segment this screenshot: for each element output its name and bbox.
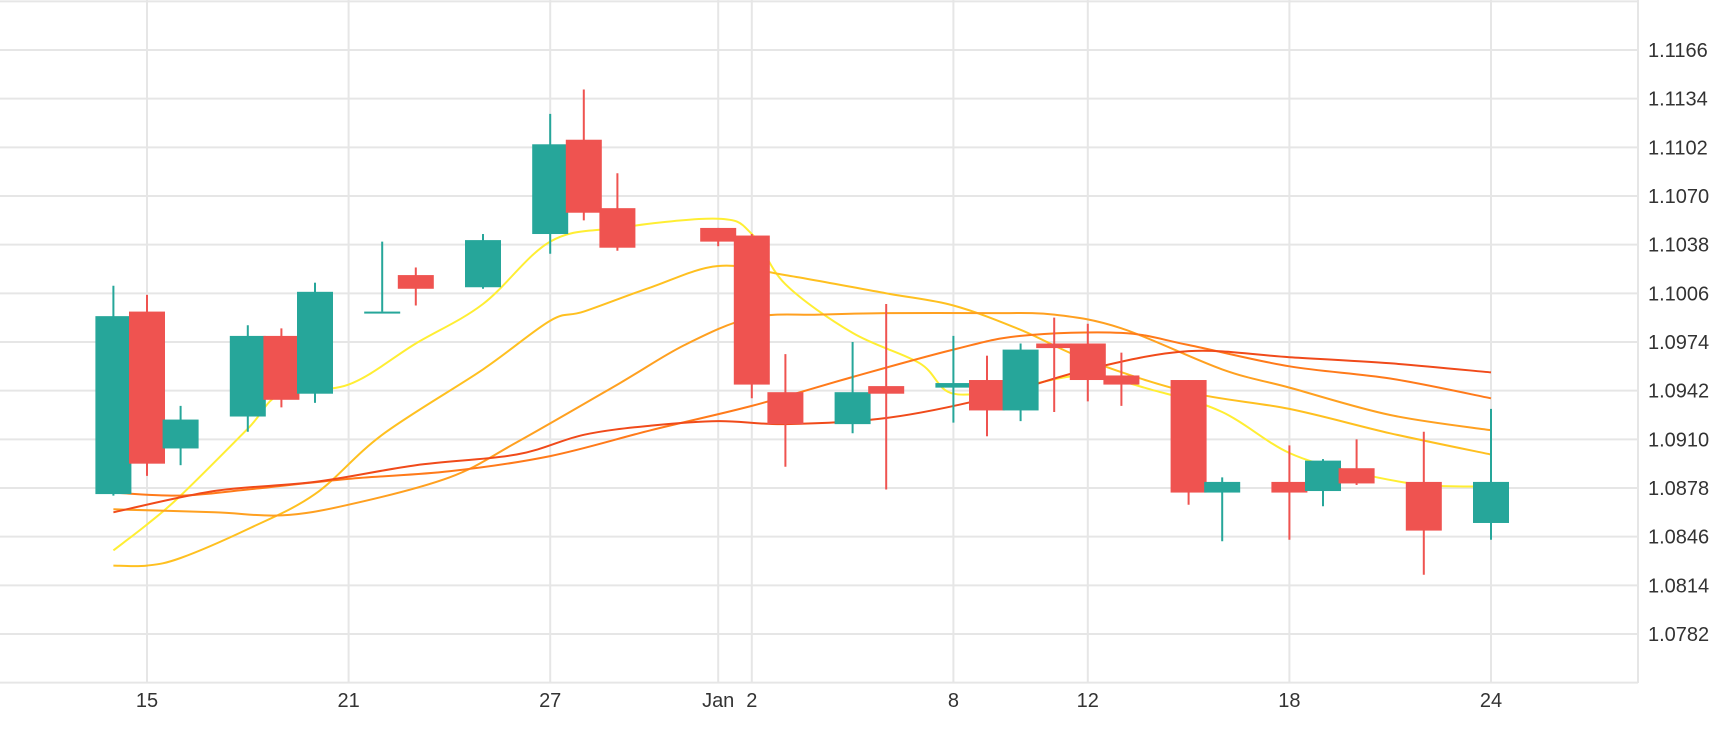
grid — [0, 0, 1639, 684]
candle — [868, 303, 905, 490]
y-tick-label: 1.0878 — [1648, 478, 1709, 500]
candle-body — [834, 392, 871, 425]
y-tick-label: 1.0814 — [1648, 575, 1709, 597]
moving-average-line-3 — [113, 311, 1492, 517]
candle — [599, 173, 636, 251]
x-tick-label: 2 — [746, 690, 757, 712]
candle — [162, 405, 199, 466]
candle-body — [1338, 468, 1375, 484]
candle-body — [95, 316, 132, 495]
candle — [733, 234, 770, 399]
candle — [1002, 343, 1039, 422]
candle-body — [565, 139, 602, 213]
candle-body — [1204, 481, 1241, 493]
candle — [129, 294, 165, 476]
y-tick-label: 1.1006 — [1648, 283, 1709, 305]
candle — [1103, 352, 1140, 406]
candle — [95, 285, 132, 496]
candle-body — [767, 392, 804, 425]
x-tick-label: 8 — [948, 690, 959, 712]
x-tick-label: 15 — [136, 690, 158, 712]
candle-body — [733, 235, 770, 385]
y-tick-label: 1.1166 — [1648, 40, 1708, 62]
candle-body — [532, 144, 569, 235]
candle — [465, 234, 501, 289]
candle-body — [868, 386, 905, 394]
candle-body — [1305, 460, 1341, 492]
candle — [397, 267, 434, 306]
candle — [1069, 323, 1106, 402]
candle-body — [364, 311, 401, 314]
candle — [364, 241, 401, 314]
candle-body — [297, 291, 333, 394]
candle — [834, 342, 871, 434]
candle — [1036, 317, 1073, 412]
y-tick-label: 1.0942 — [1648, 381, 1709, 403]
x-tick-label: 18 — [1278, 690, 1300, 712]
candle — [1170, 380, 1207, 505]
candle — [1405, 431, 1442, 575]
candle-body — [129, 311, 165, 464]
y-tick-label: 1.0846 — [1648, 527, 1709, 549]
candle — [700, 227, 737, 247]
candle — [1473, 408, 1509, 540]
y-tick-label: 1.0974 — [1648, 332, 1709, 354]
x-tick-label: Jan — [702, 690, 734, 712]
candle-body — [1271, 481, 1308, 493]
candle-body — [935, 383, 972, 388]
candle-body — [599, 208, 636, 248]
y-tick-label: 1.1102 — [1648, 137, 1708, 159]
candle — [263, 328, 300, 408]
y-tick-label: 1.0910 — [1648, 429, 1709, 451]
candle — [1204, 477, 1241, 542]
candle — [969, 355, 1005, 437]
candle — [1338, 439, 1375, 485]
candle-body — [1170, 380, 1207, 493]
x-tick-label: 27 — [539, 690, 561, 712]
candle-body — [1002, 349, 1039, 411]
x-tick-label: 12 — [1077, 690, 1099, 712]
candle-body — [1473, 481, 1509, 523]
candle — [297, 282, 333, 403]
candle — [1305, 459, 1341, 507]
y-tick-label: 1.0782 — [1648, 624, 1709, 646]
x-tick-label: 24 — [1480, 690, 1502, 712]
candle-body — [397, 275, 434, 289]
candle — [767, 354, 804, 467]
candle — [565, 89, 602, 221]
candle — [532, 113, 569, 254]
candle — [229, 325, 266, 432]
x-tick-label: 21 — [337, 690, 359, 712]
candle-body — [1103, 375, 1140, 385]
axes: 1.1166 1.1134 1.1102 1.1070 1.1038 1.1006 1.09… — [136, 40, 1709, 712]
candle-body — [700, 227, 737, 242]
candles — [95, 89, 1509, 575]
candle — [935, 335, 972, 423]
candle-body — [1405, 481, 1442, 531]
candle-body — [229, 335, 266, 417]
y-tick-label: 1.1038 — [1648, 235, 1709, 257]
y-tick-label: 1.1134 — [1648, 89, 1708, 111]
candle-body — [263, 335, 300, 400]
candle-body — [1036, 343, 1073, 349]
candle-body — [969, 380, 1005, 411]
candle-body — [1069, 343, 1106, 381]
candle-body — [465, 240, 501, 288]
candle-body — [162, 419, 199, 449]
candle — [1271, 445, 1308, 540]
y-tick-label: 1.1070 — [1648, 186, 1709, 208]
